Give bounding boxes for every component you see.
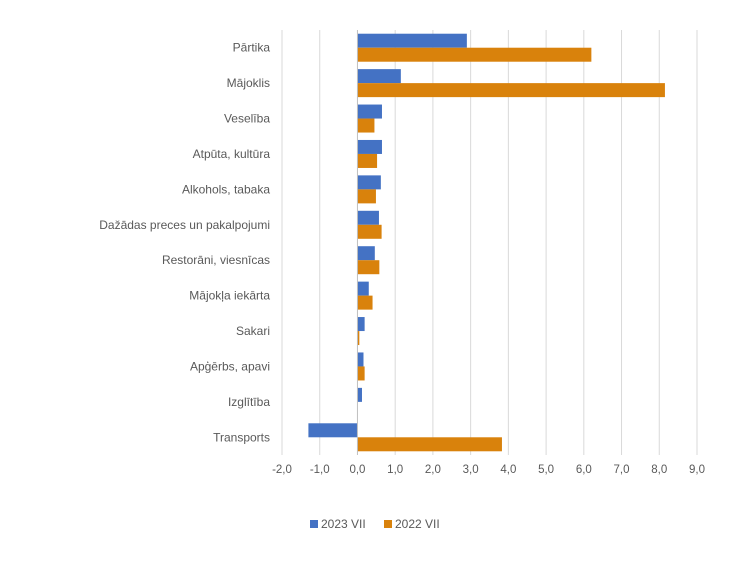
category-label: Atpūta, kultūra [193,147,271,161]
category-label: Mājoklis [227,76,270,90]
category-label: Pārtika [233,41,271,55]
category-label: Dažādas preces un pakalpojumi [99,218,270,232]
category-label: Veselība [224,112,270,126]
x-tick-label: 5,0 [538,464,554,476]
bar [357,47,592,62]
bars [308,33,665,452]
bar [357,224,382,239]
bar [357,83,665,98]
x-tick-labels: -2,0 -1,0 0,0 1,0 2,0 3,0 4,0 5,0 6,0 7,0 8,0 9,0 [272,464,705,476]
category-label: Mājokļa iekārta [189,289,270,303]
bar [357,33,467,48]
bar [357,331,360,346]
bar [357,104,382,119]
legend-label: 2022 VII [395,517,440,531]
bar [357,437,502,452]
x-tick-label: 1,0 [387,464,403,476]
bar [357,352,364,367]
bar [357,118,375,133]
bar [357,189,376,204]
bar [357,366,365,381]
legend-swatch [310,520,318,528]
bar [357,387,362,402]
bar [357,153,378,168]
bar [357,281,369,296]
x-tick-label: 0,0 [349,464,365,476]
category-labels: Pārtika Mājoklis Veselība Atpūta, kultūra Al… [99,41,270,445]
x-tick-label: 2,0 [425,464,441,476]
bar [357,69,401,84]
x-tick-label: -2,0 [272,464,292,476]
legend: 2023 VII 2022 VII [310,517,440,531]
bar [308,423,358,438]
x-tick-label: 3,0 [463,464,479,476]
x-tick-label: 9,0 [689,464,705,476]
category-label: Izglītība [228,395,270,409]
x-tick-label: 7,0 [614,464,630,476]
bar [357,175,381,190]
gridlines [281,30,698,455]
category-label: Apģērbs, apavi [190,359,270,373]
category-label: Alkohols, tabaka [182,182,270,196]
x-tick-label: 6,0 [576,464,592,476]
x-tick-label: 4,0 [500,464,516,476]
x-tick-label: -1,0 [310,464,330,476]
legend-swatch [384,520,392,528]
category-label: Sakari [236,324,270,338]
x-tick-label: 8,0 [651,464,667,476]
bar [357,295,373,310]
bar [357,139,382,154]
legend-label: 2023 VII [321,517,366,531]
category-label: Restorāni, viesnīcas [162,253,270,267]
bar [357,246,375,261]
category-label: Transports [213,430,270,444]
bar [357,210,379,225]
bar [357,260,380,275]
bar [357,317,365,332]
